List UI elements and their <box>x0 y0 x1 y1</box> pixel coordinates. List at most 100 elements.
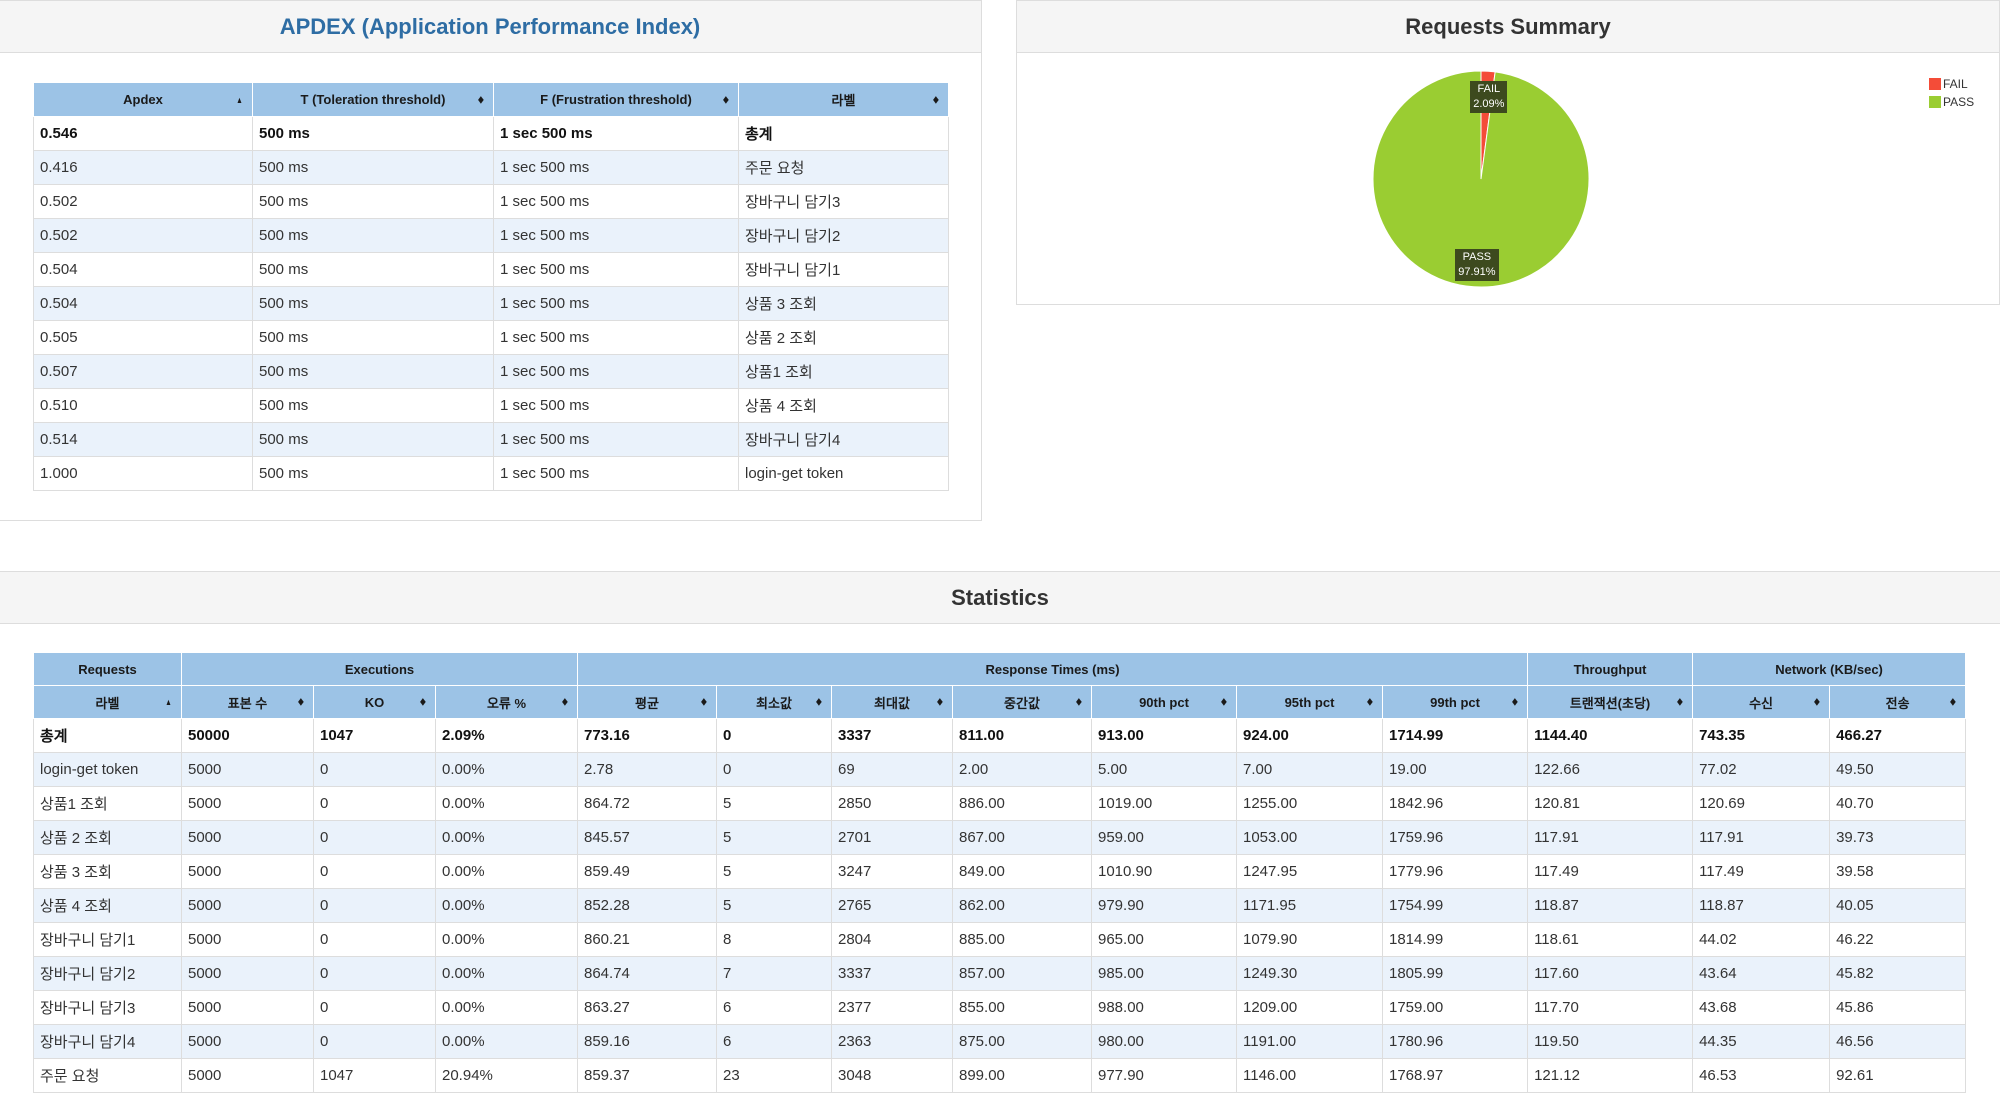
stats-col-header[interactable]: KO <box>313 685 436 719</box>
pie-label-pct: 97.91% <box>1458 265 1496 278</box>
stats-cell: 122.66 <box>1527 752 1694 787</box>
stats-cell: 23 <box>716 1058 832 1093</box>
apdex-cell: 0.502 <box>33 218 253 253</box>
frustration-cell: 1 sec 500 ms <box>493 218 739 253</box>
stats-cell: 장바구니 담기4 <box>33 1024 182 1059</box>
pie-label-name: FAIL <box>1477 83 1501 96</box>
stats-cell: 3337 <box>831 718 953 753</box>
stats-cell: 44.35 <box>1692 1024 1831 1059</box>
group-header-throughput: Throughput <box>1527 652 1694 686</box>
group-header-response-times: Response Times (ms) <box>576 652 1529 686</box>
frustration-cell: 1 sec 500 ms <box>493 150 739 185</box>
statistics-column-headers: 라벨표본 수KO오류 %평균최소값최대값중간값90th pct95th pct9… <box>33 685 1967 719</box>
stats-col-header[interactable]: 전송 <box>1829 685 1967 719</box>
apdex-cell: 0.502 <box>33 184 253 219</box>
stats-col-header[interactable]: 오류 % <box>435 685 578 719</box>
label-cell: 주문 요청 <box>738 150 949 185</box>
stats-cell: 장바구니 담기1 <box>33 922 182 957</box>
stats-cell: 811.00 <box>952 718 1092 753</box>
stats-cell: 5 <box>716 854 832 889</box>
legend-item-pass[interactable]: PASS <box>1929 93 1974 111</box>
stats-col-header[interactable]: 트랜잭션(초당) <box>1527 685 1694 719</box>
stats-cell: 0 <box>313 786 436 821</box>
stats-cell: 6 <box>716 990 832 1025</box>
requests-summary-panel: Requests Summary FAIL 2.09% PASS 97.91% FAI… <box>1016 0 2000 305</box>
stats-col-header[interactable]: 평균 <box>577 685 717 719</box>
stats-cell: 49.50 <box>1829 752 1967 787</box>
toleration-cell: 500 ms <box>252 456 494 491</box>
stats-cell: 1247.95 <box>1236 854 1383 889</box>
stats-cell: 장바구니 담기2 <box>33 956 182 991</box>
stats-cell: 장바구니 담기3 <box>33 990 182 1025</box>
frustration-col-header[interactable]: F (Frustration threshold) <box>493 82 739 117</box>
stats-cell: 1714.99 <box>1381 718 1529 753</box>
stats-row: 상품 4 조회 5000 0 0.00% 852.28 5 2765 862.00 979.90… <box>33 888 1967 923</box>
pie-slice-pass[interactable] <box>1372 70 1590 288</box>
frustration-cell: 1 sec 500 ms <box>493 456 739 491</box>
toleration-cell: 500 ms <box>252 252 494 287</box>
apdex-row: 0.510 500 ms 1 sec 500 ms 상품 4 조회 <box>33 388 949 423</box>
apdex-col-header[interactable]: Apdex <box>33 82 253 117</box>
stats-col-header[interactable]: 표본 수 <box>181 685 314 719</box>
stats-cell: 1768.97 <box>1381 1058 1529 1093</box>
apdex-cell: 1.000 <box>33 456 253 491</box>
apdex-cell: 0.546 <box>33 116 253 151</box>
stats-cell: 118.87 <box>1692 888 1831 923</box>
stats-cell: login-get token <box>33 752 182 787</box>
stats-cell: 743.35 <box>1692 718 1831 753</box>
stats-cell: 118.61 <box>1527 922 1694 957</box>
stats-col-header[interactable]: 95th pct <box>1236 685 1383 719</box>
stats-cell: 0 <box>313 922 436 957</box>
stats-col-header[interactable]: 수신 <box>1692 685 1831 719</box>
stats-cell: 913.00 <box>1091 718 1237 753</box>
stats-cell: 상품1 조회 <box>33 786 182 821</box>
stats-cell: 859.37 <box>577 1058 717 1093</box>
stats-cell: 0.00% <box>435 1024 578 1059</box>
frustration-cell: 1 sec 500 ms <box>493 184 739 219</box>
frustration-cell: 1 sec 500 ms <box>493 388 739 423</box>
stats-col-header[interactable]: 라벨 <box>33 685 182 719</box>
toleration-cell: 500 ms <box>252 286 494 321</box>
stats-cell: 46.53 <box>1692 1058 1831 1093</box>
legend-label: FAIL <box>1943 77 1968 91</box>
stats-col-header[interactable]: 90th pct <box>1091 685 1237 719</box>
stats-cell: 5 <box>716 888 832 923</box>
stats-col-header[interactable]: 최대값 <box>831 685 953 719</box>
stats-cell: 1171.95 <box>1236 888 1383 923</box>
stats-cell: 3048 <box>831 1058 953 1093</box>
label-cell: 상품1 조회 <box>738 354 949 389</box>
stats-cell: 867.00 <box>952 820 1092 855</box>
stats-cell: 1779.96 <box>1381 854 1529 889</box>
stats-cell: 5 <box>716 820 832 855</box>
stats-cell: 862.00 <box>952 888 1092 923</box>
apdex-row: 0.505 500 ms 1 sec 500 ms 상품 2 조회 <box>33 320 949 355</box>
apdex-cell: 0.505 <box>33 320 253 355</box>
legend-item-fail[interactable]: FAIL <box>1929 75 1974 93</box>
stats-cell: 988.00 <box>1091 990 1237 1025</box>
apdex-cell: 0.510 <box>33 388 253 423</box>
stats-cell: 979.90 <box>1091 888 1237 923</box>
label-cell: 상품 2 조회 <box>738 320 949 355</box>
stats-cell: 1010.90 <box>1091 854 1237 889</box>
apdex-row: 0.416 500 ms 1 sec 500 ms 주문 요청 <box>33 150 949 185</box>
apdex-cell: 0.416 <box>33 150 253 185</box>
label-col-header[interactable]: 라벨 <box>738 82 949 117</box>
stats-col-header[interactable]: 중간값 <box>952 685 1092 719</box>
stats-col-header[interactable]: 최소값 <box>716 685 832 719</box>
stats-cell: 117.49 <box>1527 854 1694 889</box>
stats-cell: 466.27 <box>1829 718 1967 753</box>
toleration-col-header[interactable]: T (Toleration threshold) <box>252 82 494 117</box>
stats-cell: 2765 <box>831 888 953 923</box>
stats-row: 장바구니 담기3 5000 0 0.00% 863.27 6 2377 855.00 988.0… <box>33 990 1967 1025</box>
stats-cell: 1047 <box>313 718 436 753</box>
requests-summary-title: Requests Summary <box>1017 1 1999 53</box>
stats-row: 상품1 조회 5000 0 0.00% 864.72 5 2850 886.00 1019.00… <box>33 786 1967 821</box>
stats-cell: 0 <box>313 888 436 923</box>
stats-cell: 0.00% <box>435 922 578 957</box>
stats-col-header[interactable]: 99th pct <box>1381 685 1529 719</box>
stats-cell: 1019.00 <box>1091 786 1237 821</box>
toleration-cell: 500 ms <box>252 150 494 185</box>
stats-cell: 1255.00 <box>1236 786 1383 821</box>
stats-cell: 855.00 <box>952 990 1092 1025</box>
stats-cell: 50000 <box>181 718 314 753</box>
